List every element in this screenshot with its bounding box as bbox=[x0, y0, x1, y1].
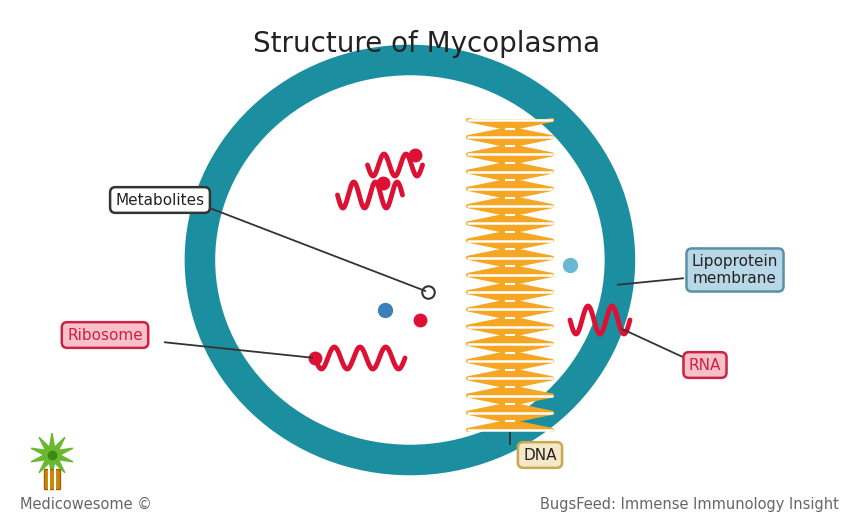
Polygon shape bbox=[467, 223, 551, 241]
Text: BugsFeed: Immense Immunology Insight: BugsFeed: Immense Immunology Insight bbox=[539, 497, 838, 512]
Polygon shape bbox=[467, 275, 551, 292]
Polygon shape bbox=[467, 206, 551, 223]
Polygon shape bbox=[467, 120, 551, 137]
Polygon shape bbox=[467, 154, 551, 172]
Polygon shape bbox=[467, 361, 551, 379]
Text: Ribosome: Ribosome bbox=[67, 328, 142, 343]
Polygon shape bbox=[467, 344, 551, 361]
FancyBboxPatch shape bbox=[44, 469, 60, 489]
Polygon shape bbox=[31, 433, 73, 477]
Polygon shape bbox=[467, 172, 551, 189]
Polygon shape bbox=[467, 327, 551, 344]
Ellipse shape bbox=[200, 60, 619, 460]
Text: Lipoprotein
membrane: Lipoprotein membrane bbox=[691, 254, 777, 286]
Text: RNA: RNA bbox=[688, 358, 720, 372]
Polygon shape bbox=[467, 413, 551, 430]
Polygon shape bbox=[467, 258, 551, 275]
Text: DNA: DNA bbox=[523, 448, 556, 462]
Polygon shape bbox=[467, 309, 551, 327]
Polygon shape bbox=[467, 292, 551, 309]
Text: Metabolites: Metabolites bbox=[115, 192, 205, 207]
Polygon shape bbox=[467, 396, 551, 413]
Polygon shape bbox=[467, 137, 551, 154]
Polygon shape bbox=[467, 189, 551, 206]
Text: Medicowesome ©: Medicowesome © bbox=[20, 497, 152, 512]
Polygon shape bbox=[467, 241, 551, 258]
Polygon shape bbox=[467, 379, 551, 396]
Text: Structure of Mycoplasma: Structure of Mycoplasma bbox=[253, 30, 600, 58]
